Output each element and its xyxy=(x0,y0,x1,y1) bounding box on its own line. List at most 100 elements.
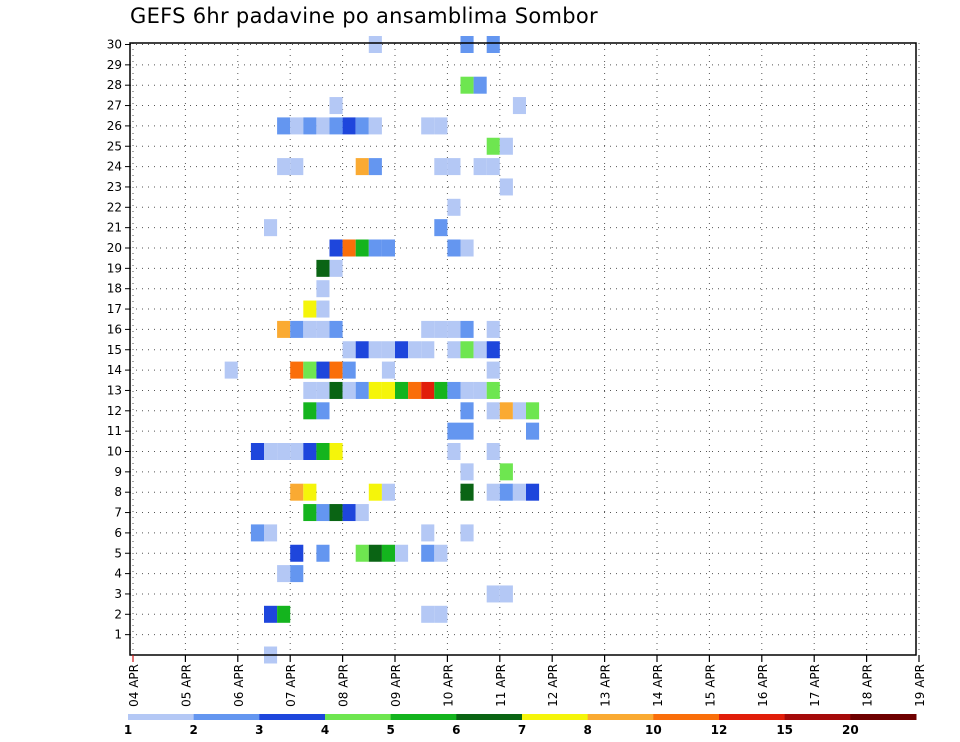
heatmap-cell xyxy=(342,381,356,399)
colorbar-swatch xyxy=(259,714,326,720)
heatmap-cell xyxy=(290,117,304,135)
heatmap-cell xyxy=(434,158,448,176)
heatmap-cell xyxy=(526,402,540,420)
heatmap-cell xyxy=(316,361,330,379)
heatmap-cell xyxy=(434,605,448,623)
y-tick-label: 27 xyxy=(107,99,122,113)
heatmap-cell xyxy=(329,117,343,135)
x-tick-label: 12 APR xyxy=(546,664,560,707)
heatmap-cell xyxy=(303,361,317,379)
y-tick-label: 12 xyxy=(107,404,122,418)
x-axis: 04 APR 05 APR 06 APR 07 APR 08 APR 09 APR 10 A… xyxy=(127,655,927,707)
colorbar-label: 1 xyxy=(124,723,132,737)
heatmap-cell xyxy=(368,158,382,176)
y-tick-label: 3 xyxy=(114,587,122,601)
x-tick-label: 11 APR xyxy=(494,664,508,707)
x-tick-label: 13 APR xyxy=(599,664,613,707)
colorbar-swatch xyxy=(193,714,260,720)
heatmap-cell xyxy=(316,280,330,298)
colorbar-label: 20 xyxy=(842,723,859,737)
colorbar-label: 8 xyxy=(583,723,591,737)
colorbar-swatch xyxy=(522,714,589,720)
colorbar-swatch xyxy=(850,714,917,720)
y-axis: 1234567891011121314151617181920212223242… xyxy=(107,38,130,642)
heatmap-cell xyxy=(447,443,461,460)
y-tick-label: 20 xyxy=(107,241,122,255)
colorbar-swatch xyxy=(587,714,654,720)
y-tick-label: 25 xyxy=(107,139,122,153)
x-tick-label: 08 APR xyxy=(337,664,351,707)
heatmap-cell xyxy=(316,117,330,135)
heatmap-cell xyxy=(277,320,291,338)
y-tick-label: 8 xyxy=(114,485,122,499)
heatmap-cell xyxy=(395,381,409,399)
heatmap-cell xyxy=(381,239,395,257)
x-tick-label: 05 APR xyxy=(179,664,193,707)
heatmap-cell xyxy=(342,239,356,257)
heatmap-cell xyxy=(381,544,395,562)
heatmap-cell xyxy=(499,483,513,501)
heatmap-cell xyxy=(421,524,435,542)
heatmap-cell xyxy=(512,483,526,501)
heatmap-cell xyxy=(368,117,382,135)
heatmap-cell xyxy=(421,605,435,623)
heatmap-cell xyxy=(303,320,317,338)
heatmap-cell xyxy=(368,36,382,53)
heatmap-cell xyxy=(355,504,369,522)
heatmap-cell xyxy=(460,483,474,501)
x-tick-label: 14 APR xyxy=(651,664,665,707)
heatmap-cell xyxy=(460,463,474,481)
heatmap-cell xyxy=(473,158,487,176)
heatmap-cell xyxy=(499,402,513,420)
y-tick-label: 15 xyxy=(107,343,122,357)
heatmap-cell xyxy=(512,97,526,115)
heatmap-cell xyxy=(499,463,513,481)
y-tick-label: 11 xyxy=(107,424,122,438)
heatmap-cell xyxy=(447,320,461,338)
x-tick-label: 04 APR xyxy=(127,664,141,707)
heatmap-cell xyxy=(316,381,330,399)
heatmap-cell xyxy=(486,483,500,501)
heatmap-cell xyxy=(316,443,330,460)
heatmap-cell xyxy=(329,381,343,399)
x-tick-label: 09 APR xyxy=(389,664,403,707)
heatmap-cell xyxy=(486,361,500,379)
heatmap-cell xyxy=(421,117,435,135)
y-tick-label: 2 xyxy=(114,607,122,621)
heatmap-cell xyxy=(316,300,330,318)
heatmap-cell xyxy=(408,341,422,359)
colorbar: 1 2 3 4 5 6 7 8 10 12 15 20 xyxy=(124,714,917,737)
heatmap-cell xyxy=(486,585,500,603)
heatmap-cell xyxy=(434,117,448,135)
heatmap-cell xyxy=(499,585,513,603)
heatmap-cell xyxy=(316,402,330,420)
heatmap-cell xyxy=(342,504,356,522)
colorbar-label: 6 xyxy=(452,723,460,737)
heatmap-cell xyxy=(277,158,291,176)
heatmap-cell xyxy=(486,36,500,53)
y-tick-label: 6 xyxy=(114,526,122,540)
heatmap-cell xyxy=(277,565,291,583)
heatmap-cell xyxy=(460,422,474,440)
heatmap-cell xyxy=(447,198,461,216)
heatmap-cell xyxy=(486,381,500,399)
heatmap-cell xyxy=(368,381,382,399)
colorbar-swatch xyxy=(390,714,457,720)
colorbar-swatch xyxy=(456,714,523,720)
y-tick-label: 16 xyxy=(107,322,122,336)
heatmap-cell xyxy=(290,361,304,379)
heatmap-cell xyxy=(512,402,526,420)
heatmap-cell xyxy=(434,320,448,338)
heatmap-cell xyxy=(499,137,513,155)
y-tick-label: 23 xyxy=(107,180,122,194)
heatmap-cell xyxy=(421,320,435,338)
y-tick-label: 4 xyxy=(114,567,122,581)
x-tick-label: 06 APR xyxy=(232,664,246,707)
heatmap-cell xyxy=(264,443,278,460)
heatmap-cell xyxy=(395,544,409,562)
heatmap-cell xyxy=(421,381,435,399)
heatmap-cell xyxy=(381,381,395,399)
heatmap-cell xyxy=(421,341,435,359)
heatmap-cell xyxy=(486,158,500,176)
heatmap-cell xyxy=(303,483,317,501)
